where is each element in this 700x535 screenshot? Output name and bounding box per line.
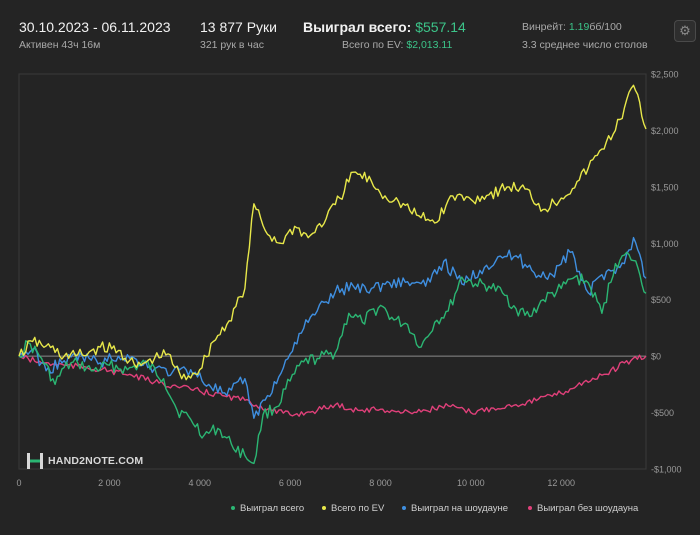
y-tick-label: $1,500 <box>651 182 679 192</box>
y-tick-label: -$1,000 <box>651 465 682 475</box>
winrate-value: 1.19 <box>568 21 590 33</box>
x-tick-label: 0 <box>16 478 21 488</box>
series-line-2 <box>18 236 647 419</box>
x-tick-label: 4 000 <box>188 478 211 488</box>
won-total-label: Выиграл всего: <box>303 19 412 35</box>
hands-per-hour: 321 рук в час <box>200 39 264 51</box>
y-tick-label: $2,000 <box>651 126 679 136</box>
date-range: 30.10.2023 - 06.11.2023 <box>19 19 171 35</box>
winrate-unit: бб/100 <box>589 21 622 33</box>
winrate-label: Винрейт: <box>522 21 566 33</box>
y-tick-label: -$500 <box>651 408 674 418</box>
x-tick-label: 2 000 <box>98 478 121 488</box>
logo-icon <box>27 453 43 469</box>
ev-total-value: $2,013.11 <box>406 39 453 51</box>
series-line-3 <box>18 354 647 417</box>
x-tick-label: 12 000 <box>547 478 575 488</box>
y-tick-label: $1,000 <box>651 239 679 249</box>
avg-tables: 3.3 среднее число столов <box>522 39 648 51</box>
legend-label: Всего по EV <box>331 503 385 514</box>
won-total-value: $557.14 <box>415 19 466 35</box>
x-tick-label: 6 000 <box>279 478 302 488</box>
legend-marker <box>322 506 326 510</box>
won-total: Выиграл всего: $557.14 <box>303 19 466 35</box>
plot-frame <box>18 73 647 470</box>
settings-button[interactable]: ⚙ <box>674 20 696 42</box>
legend-label: Выиграл на шоудауне <box>411 503 508 514</box>
ev-total-label: Всего по EV: <box>342 39 404 51</box>
active-time: Активен 43ч 16м <box>19 39 101 51</box>
y-tick-label: $500 <box>651 295 671 305</box>
series-line-0 <box>18 251 647 465</box>
x-tick-label: 10 000 <box>457 478 485 488</box>
profit-chart: $2,500 $2,000 $1,500 $1,000 $500 $0 -$500 -$1,0… <box>0 60 700 530</box>
hands-count: 13 877 Руки <box>200 19 277 35</box>
y-tick-label: $2,500 <box>651 70 679 80</box>
logo-text: HAND2NOTE.COM <box>48 455 144 467</box>
legend-label: Выиграл всего <box>240 503 304 514</box>
legend-marker <box>231 506 235 510</box>
winrate: Винрейт: 1.19бб/100 <box>522 21 622 33</box>
series-line-1 <box>18 84 647 381</box>
ev-total: Всего по EV: $2,013.11 <box>342 39 452 51</box>
legend-marker <box>528 506 532 510</box>
y-tick-label: $0 <box>651 352 661 362</box>
hand2note-logo: HAND2NOTE.COM <box>26 452 143 470</box>
x-tick-label: 8 000 <box>369 478 392 488</box>
gear-icon: ⚙ <box>679 23 691 38</box>
legend-label: Выиграл без шоудауна <box>537 503 639 514</box>
legend-marker <box>402 506 406 510</box>
profit-chart-svg: $2,500 $2,000 $1,500 $1,000 $500 $0 -$500 -$1,0… <box>16 70 682 515</box>
summary-header: 30.10.2023 - 06.11.2023 Активен 43ч 16м … <box>0 0 700 60</box>
